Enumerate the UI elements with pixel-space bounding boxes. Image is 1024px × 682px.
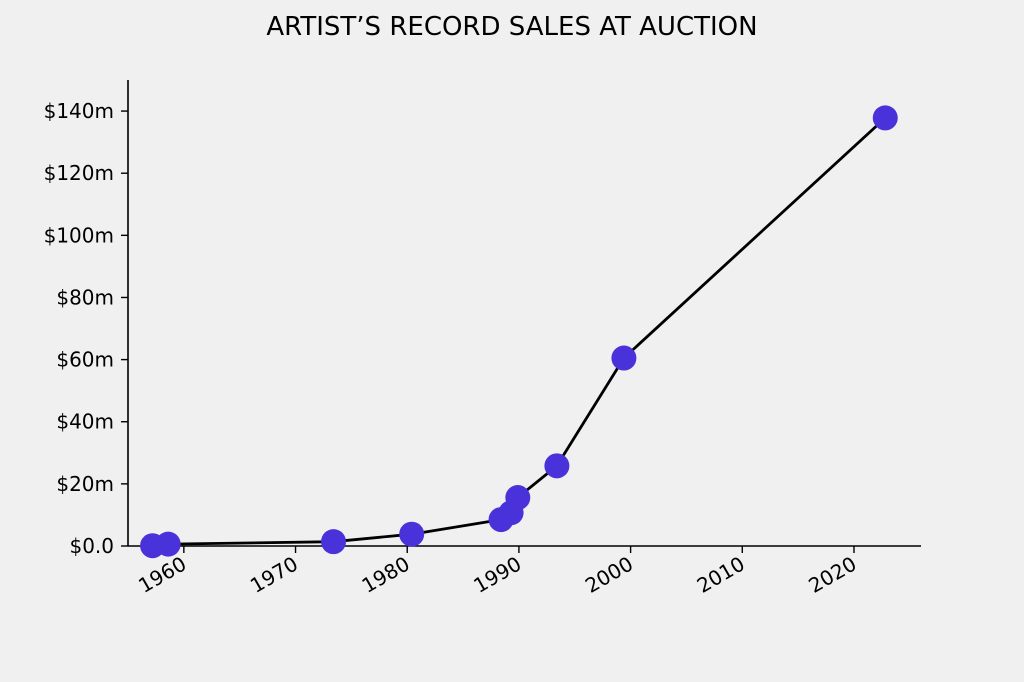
x-tick-label: 2020 [804,552,860,598]
y-tick-label: $140m [44,99,114,123]
y-tick-label: $120m [44,161,114,185]
series-line [152,116,887,548]
x-tick-label: 2000 [581,552,637,598]
y-tick-label: $20m [56,472,114,496]
x-tick-label: 1980 [358,552,414,598]
data-point [321,529,347,555]
chart-title: ARTIST’S RECORD SALES AT AUCTION [266,12,757,42]
y-tick-label: $0.0 [69,534,114,558]
y-tick-label: $100m [44,223,114,247]
data-point [399,521,425,547]
axes: $0.0 $20m $40m $60m $80m $100m $120m $140m 1960 1… [44,80,921,598]
y-tick-label: $40m [56,410,114,434]
data-point [872,105,898,131]
data-point [611,345,637,371]
x-tick-label: 1970 [246,552,302,598]
x-tick-label: 2010 [693,552,749,598]
x-tick-label: 1990 [469,552,525,598]
data-point [544,453,570,479]
data-point [505,485,531,511]
y-tick-label: $60m [56,348,114,372]
data-point [155,531,181,557]
series-layer [140,105,898,559]
y-tick-label: $80m [56,285,114,309]
x-tick-label: 1960 [134,552,190,598]
